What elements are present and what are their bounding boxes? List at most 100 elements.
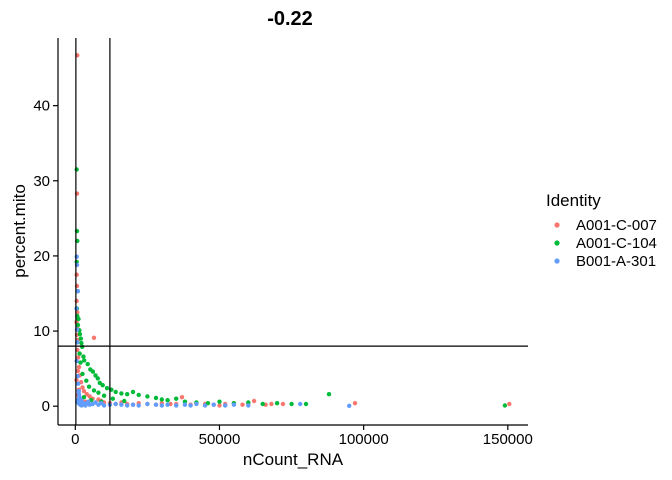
legend-label: A001-C-007 [576, 217, 657, 234]
data-point [188, 403, 193, 408]
data-point [86, 399, 91, 404]
x-axis-label: nCount_RNA [243, 450, 344, 469]
data-point [91, 388, 97, 393]
data-point [74, 272, 79, 277]
data-point [80, 344, 85, 349]
data-point [91, 335, 97, 340]
data-point [159, 403, 164, 408]
data-point [78, 336, 84, 341]
data-point [74, 377, 79, 383]
data-point [298, 401, 303, 407]
data-point [110, 396, 116, 401]
data-point [82, 358, 87, 363]
data-point [79, 403, 84, 408]
data-point [223, 403, 228, 408]
x-tick-label: 100000 [339, 431, 389, 448]
x-tick-label: 50000 [199, 431, 241, 448]
y-tick-label: 0 [42, 398, 50, 415]
data-point [274, 401, 280, 406]
data-point [77, 331, 83, 337]
data-point [76, 316, 81, 322]
data-point [74, 306, 79, 311]
data-point [217, 399, 222, 404]
data-point [78, 360, 83, 365]
data-point [76, 381, 81, 386]
data-point [119, 402, 124, 407]
data-point [289, 401, 294, 407]
plot-area [58, 38, 528, 425]
data-point [90, 369, 96, 374]
data-point [145, 394, 150, 399]
series-B001-A-301 [74, 254, 352, 408]
data-point [251, 398, 257, 404]
legend-title: Identity [546, 191, 601, 210]
legend-label: B001-A-301 [576, 253, 656, 270]
data-point [86, 384, 92, 389]
data-point [75, 322, 81, 328]
data-point [153, 402, 159, 407]
data-point [85, 361, 90, 367]
data-point [76, 392, 82, 397]
data-point [93, 400, 98, 405]
data-point [182, 402, 188, 407]
y-axis-ticks: 0 10 20 30 40 [33, 98, 58, 415]
legend-label: A001-C-104 [576, 235, 657, 252]
data-point [165, 398, 170, 403]
legend-swatch [554, 240, 560, 246]
data-point [194, 401, 199, 407]
data-point [280, 401, 286, 407]
data-point [74, 358, 79, 364]
data-point [125, 403, 130, 408]
legend-item: A001-C-104 [554, 235, 657, 252]
y-tick-label: 40 [33, 98, 50, 115]
data-point [231, 402, 237, 407]
chart-title: -0.22 [267, 8, 313, 30]
data-point [153, 395, 159, 401]
data-point [96, 390, 101, 395]
data-point [93, 373, 98, 378]
data-point [119, 391, 124, 396]
legend-swatch [554, 222, 560, 228]
legend-swatch [554, 258, 560, 264]
series-A001-C-104 [74, 167, 508, 408]
data-point [83, 403, 88, 408]
data-point [76, 355, 81, 360]
data-point [113, 389, 118, 395]
data-point [81, 389, 87, 394]
x-axis-ticks: 0 50000 100000 150000 [71, 425, 533, 448]
y-axis-label: percent.mito [10, 184, 29, 278]
data-point [77, 351, 82, 356]
data-point [84, 378, 89, 383]
data-point [80, 371, 85, 377]
data-point [269, 401, 274, 407]
data-point [240, 402, 245, 407]
data-point [80, 385, 85, 390]
data-point [159, 397, 164, 402]
y-tick-label: 10 [33, 323, 50, 340]
x-tick-label: 150000 [483, 431, 533, 448]
data-point [130, 389, 136, 395]
data-point [260, 401, 265, 407]
data-point [74, 298, 79, 304]
data-point [100, 383, 105, 388]
data-point [125, 392, 130, 397]
data-point [81, 395, 87, 400]
data-point [104, 386, 110, 391]
data-point [99, 401, 104, 406]
x-tick-label: 0 [71, 431, 79, 448]
data-point [211, 402, 216, 407]
data-point [347, 403, 352, 408]
data-point [79, 340, 84, 346]
data-point [75, 397, 81, 402]
data-point [352, 401, 358, 406]
data-point [101, 393, 107, 398]
data-point [136, 392, 141, 398]
data-point [75, 368, 81, 374]
data-point [113, 401, 118, 407]
data-point [326, 392, 332, 397]
data-point [174, 403, 179, 408]
data-point [75, 289, 81, 294]
data-point [81, 354, 86, 359]
